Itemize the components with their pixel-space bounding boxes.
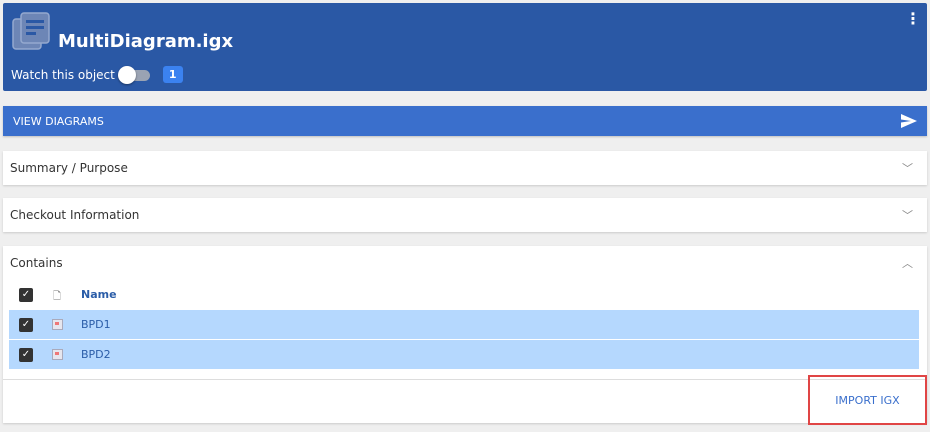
summary-panel: Summary / Purpose ﹀	[3, 151, 927, 185]
contains-panel: Contains ︿ ✓ 🗋 Name ✓ BPD1 ✓ BPD2 IMPORT…	[3, 246, 927, 425]
view-diagrams-label: VIEW DIAGRAMS	[13, 114, 104, 128]
more-vertical-icon[interactable]: ⋮	[905, 9, 921, 28]
row-checkbox[interactable]: ✓	[19, 317, 33, 332]
table-row[interactable]: ✓ BPD1	[9, 310, 919, 340]
select-all-checkbox[interactable]: ✓	[19, 287, 33, 302]
chevron-down-icon: ﹀	[902, 209, 913, 222]
checkout-panel-header[interactable]: Checkout Information ﹀	[3, 198, 927, 232]
page-title: MultiDiagram.igx	[58, 31, 234, 52]
watch-count-badge: 1	[162, 66, 183, 83]
object-header: MultiDiagram.igx ⋮ Watch this object 1	[3, 3, 927, 91]
diagram-icon	[51, 348, 63, 360]
chevron-down-icon: ﹀	[902, 162, 913, 175]
watch-section: Watch this object 1	[11, 65, 183, 84]
row-name: BPD2	[81, 348, 111, 361]
watch-toggle[interactable]	[117, 65, 150, 84]
import-igx-button[interactable]: IMPORT IGX	[808, 375, 927, 425]
chevron-up-icon: ︿	[902, 257, 913, 270]
table-header-row: ✓ 🗋 Name	[9, 280, 919, 310]
summary-panel-header[interactable]: Summary / Purpose ﹀	[3, 151, 927, 185]
file-icon: 🗋	[52, 290, 62, 302]
contains-table: ✓ 🗋 Name ✓ BPD1 ✓ BPD2	[9, 280, 919, 370]
watch-label: Watch this object	[11, 67, 115, 82]
summary-title: Summary / Purpose	[10, 161, 128, 175]
table-row[interactable]: ✓ BPD2	[9, 340, 919, 370]
send-icon	[901, 114, 917, 128]
view-diagrams-button[interactable]: VIEW DIAGRAMS	[3, 106, 927, 136]
contains-title: Contains	[10, 256, 63, 270]
diagram-icon	[51, 318, 63, 330]
checkout-panel: Checkout Information ﹀	[3, 198, 927, 232]
document-stack-icon	[12, 12, 50, 50]
row-checkbox[interactable]: ✓	[19, 347, 33, 362]
contains-footer: IMPORT IGX	[3, 375, 927, 425]
contains-panel-header[interactable]: Contains ︿	[3, 246, 927, 280]
checkout-title: Checkout Information	[10, 208, 140, 222]
row-name: BPD1	[81, 318, 111, 331]
column-header-name[interactable]: Name	[81, 288, 117, 301]
